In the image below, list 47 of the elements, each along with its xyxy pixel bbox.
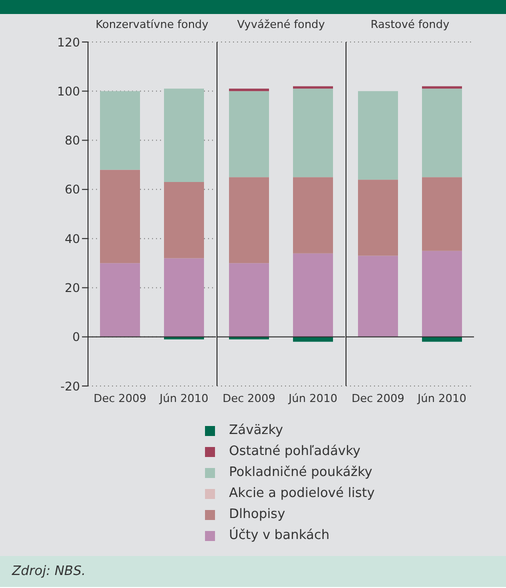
bar bbox=[422, 177, 462, 251]
bar bbox=[422, 250, 462, 337]
bar bbox=[100, 91, 140, 170]
bar bbox=[422, 86, 462, 89]
x-tick-label: Dec 2009 bbox=[94, 392, 146, 405]
bar bbox=[358, 180, 398, 256]
bar bbox=[293, 253, 333, 337]
bar bbox=[422, 88, 462, 178]
legend-label: Pokladničné poukážky bbox=[229, 465, 372, 480]
legend-label: Dlhopisy bbox=[229, 507, 286, 522]
bar bbox=[229, 177, 269, 264]
chart-title: Rastové fondy bbox=[370, 18, 450, 31]
bar bbox=[293, 86, 333, 89]
bar bbox=[229, 88, 269, 92]
bar bbox=[422, 336, 462, 342]
bar bbox=[164, 182, 204, 258]
text: Zdroj: NBS. bbox=[12, 564, 87, 579]
x-tick-label: Jún 2010 bbox=[288, 392, 338, 405]
bar bbox=[164, 258, 204, 337]
legend-label: Záväzky bbox=[229, 423, 284, 438]
bar bbox=[100, 263, 140, 337]
bar bbox=[229, 91, 269, 178]
y-tick-label: 0 bbox=[72, 330, 80, 344]
y-tick-label: 120 bbox=[57, 35, 80, 50]
chart-title: Vyvážené fondy bbox=[236, 18, 326, 31]
bar bbox=[293, 177, 333, 254]
y-tick-label: 60 bbox=[64, 182, 80, 197]
bar bbox=[293, 336, 333, 342]
legend-label: Účty v bankách bbox=[229, 528, 330, 543]
legend-label: Akcie a podielové listy bbox=[229, 486, 375, 501]
bar bbox=[100, 170, 140, 264]
bar bbox=[229, 263, 269, 337]
bar bbox=[164, 88, 204, 182]
bar bbox=[293, 88, 333, 178]
x-tick-label: Dec 2009 bbox=[352, 392, 404, 405]
x-tick-label: Jún 2010 bbox=[416, 392, 466, 405]
y-tick-label: 40 bbox=[64, 232, 80, 246]
bar bbox=[358, 256, 398, 337]
y-tick-label: 20 bbox=[64, 280, 80, 295]
x-tick-label: Dec 2009 bbox=[222, 392, 276, 405]
legend-label: Ostatné pohľadávky bbox=[229, 444, 360, 459]
y-tick-label: 80 bbox=[64, 134, 80, 148]
chart-title: Konzervatívne fondy bbox=[94, 18, 210, 31]
x-tick-label: Jún 2010 bbox=[158, 392, 208, 405]
y-tick-label: -20 bbox=[60, 379, 80, 394]
y-tick-label: 100 bbox=[57, 84, 80, 98]
bar bbox=[358, 91, 398, 180]
